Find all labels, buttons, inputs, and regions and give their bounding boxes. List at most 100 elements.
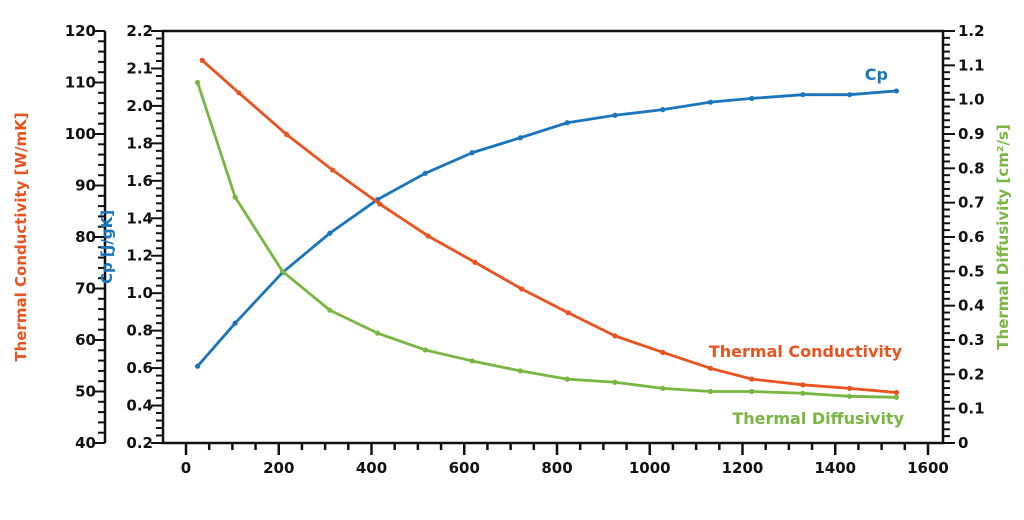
thermal-conductivity-point bbox=[612, 333, 618, 339]
x-tick-label: 200 bbox=[263, 459, 294, 477]
tc-axis-tick-label: 100 bbox=[65, 125, 96, 143]
thermal-conductivity-point bbox=[847, 385, 853, 392]
x-tick-label: 400 bbox=[356, 459, 387, 477]
cp-point bbox=[707, 99, 714, 105]
thermal-diffusivity-point bbox=[422, 347, 428, 353]
thermal-diffusivity-point bbox=[660, 385, 666, 392]
cp-axis-tick-label: 1.8 bbox=[126, 134, 153, 152]
cp-axis-tick-label: 1.2 bbox=[126, 247, 153, 265]
td-axis-tick-label: 0.2 bbox=[958, 365, 985, 383]
cp-point bbox=[564, 120, 570, 126]
cp-point bbox=[194, 363, 201, 369]
cp-point bbox=[893, 88, 900, 94]
td-axis-tick-label: 0.3 bbox=[958, 331, 985, 349]
thermal-conductivity-point bbox=[425, 233, 431, 239]
thermal-conductivity-point bbox=[329, 167, 336, 173]
thermal-diffusivity-point bbox=[847, 393, 853, 399]
thermal-conductivity-point bbox=[472, 259, 478, 265]
cp-point bbox=[469, 150, 475, 156]
td-axis-tick-label: 0.7 bbox=[958, 194, 985, 212]
thermal-diffusivity-point bbox=[800, 390, 806, 396]
series-annotation: Thermal Conductivity bbox=[709, 342, 903, 361]
cp-axis-tick-label: 1.0 bbox=[126, 284, 153, 302]
cp-point bbox=[517, 135, 523, 141]
x-tick-label: 1600 bbox=[907, 459, 949, 477]
cp-point bbox=[232, 320, 238, 326]
cp-point bbox=[800, 92, 806, 98]
x-tick-label: 1000 bbox=[629, 459, 671, 477]
td-axis-tick-label: 1.0 bbox=[958, 91, 985, 109]
tc-axis-tick-label: 110 bbox=[65, 74, 96, 92]
tc-axis-tick-label: 90 bbox=[75, 177, 96, 195]
tc-axis-tick-label: 70 bbox=[75, 280, 96, 298]
thermal-diffusivity-point bbox=[327, 307, 333, 313]
thermal-conductivity-point bbox=[800, 382, 806, 388]
td-axis-tick-label: 1.2 bbox=[958, 22, 985, 40]
cp-point bbox=[422, 170, 428, 176]
cp-axis-tick-label: 2.0 bbox=[126, 97, 153, 115]
cp-axis-tick-label: 2.2 bbox=[126, 22, 153, 40]
thermal-diffusivity-point bbox=[893, 394, 900, 400]
x-tick-label: 800 bbox=[541, 459, 572, 477]
tc-axis-title: Thermal Conductivity [W/mK] bbox=[12, 112, 30, 361]
cp-axis-tick-label: 0.2 bbox=[126, 434, 153, 452]
thermal-diffusivity-point bbox=[707, 388, 714, 395]
thermal-conductivity-point bbox=[519, 286, 525, 292]
td-axis-tick-label: 0.4 bbox=[958, 297, 985, 315]
thermal-conductivity-point bbox=[749, 376, 755, 382]
x-tick-label: 1400 bbox=[814, 459, 856, 477]
td-axis-tick-label: 1.1 bbox=[958, 56, 985, 74]
thermal-diffusivity-point bbox=[469, 358, 475, 364]
cp-axis-tick-label: 0.6 bbox=[126, 359, 153, 377]
cp-point bbox=[327, 230, 333, 236]
td-axis-tick-label: 0.1 bbox=[958, 400, 985, 418]
td-axis-title: Thermal Diffusivity [cm²/s] bbox=[994, 124, 1012, 349]
tc-axis-tick-label: 120 bbox=[65, 22, 96, 40]
thermal-conductivity-point bbox=[199, 57, 205, 63]
tc-axis-tick-label: 40 bbox=[75, 434, 96, 452]
thermal-conductivity-point bbox=[660, 349, 666, 355]
td-axis-tick-label: 0.5 bbox=[958, 262, 985, 280]
thermal-conductivity-line bbox=[201, 59, 897, 394]
cp-axis-tick-label: 1.4 bbox=[126, 209, 153, 227]
tc-axis-tick-label: 80 bbox=[75, 228, 96, 246]
cp-point bbox=[612, 112, 618, 118]
plot-frame bbox=[161, 29, 945, 445]
thermal-conductivity-point bbox=[707, 365, 714, 371]
thermal-conductivity-point bbox=[236, 90, 242, 96]
thermal-conductivity-point bbox=[893, 389, 900, 396]
x-tick-label: 1200 bbox=[722, 459, 764, 477]
cp-point bbox=[847, 92, 853, 98]
cp-axis-tick-label: 0.8 bbox=[126, 322, 153, 340]
thermal-diffusivity-point bbox=[374, 330, 381, 336]
thermal-diffusivity-point bbox=[232, 194, 238, 200]
thermal-diffusivity-point bbox=[564, 376, 570, 382]
td-axis-tick-label: 0.9 bbox=[958, 125, 985, 143]
cp-line bbox=[196, 89, 897, 368]
thermal-diffusivity-point bbox=[194, 79, 201, 86]
td-axis-tick-label: 0 bbox=[958, 434, 968, 452]
cp-axis-tick-label: 2.1 bbox=[126, 59, 153, 77]
x-tick-label: 600 bbox=[449, 459, 480, 477]
series-annotation: Thermal Diffusivity bbox=[732, 409, 904, 428]
thermal-conductivity-point bbox=[565, 310, 571, 316]
thermal-diffusivity-line bbox=[196, 82, 897, 399]
cp-point bbox=[749, 95, 755, 102]
thermal-conductivity-point bbox=[284, 131, 290, 138]
td-axis-tick-label: 0.8 bbox=[958, 159, 985, 177]
series-annotation: Cp bbox=[865, 65, 888, 84]
x-tick-label: 0 bbox=[181, 459, 191, 477]
cp-axis-title: Cp [J/gK] bbox=[98, 210, 116, 284]
cp-axis-tick-label: 1.6 bbox=[126, 172, 153, 190]
thermal-conductivity-point bbox=[377, 201, 383, 207]
td-axis-tick-label: 0.6 bbox=[958, 228, 985, 246]
thermal-diffusivity-point bbox=[517, 368, 523, 374]
thermal-diffusivity-point bbox=[749, 388, 755, 395]
cp-point bbox=[660, 107, 666, 113]
thermal-diffusivity-point bbox=[612, 379, 618, 385]
tc-axis-tick-label: 60 bbox=[75, 331, 96, 349]
tc-axis-tick-label: 50 bbox=[75, 383, 96, 401]
cp-axis-tick-label: 0.4 bbox=[126, 397, 153, 415]
thermal-diffusivity-point bbox=[279, 268, 286, 274]
